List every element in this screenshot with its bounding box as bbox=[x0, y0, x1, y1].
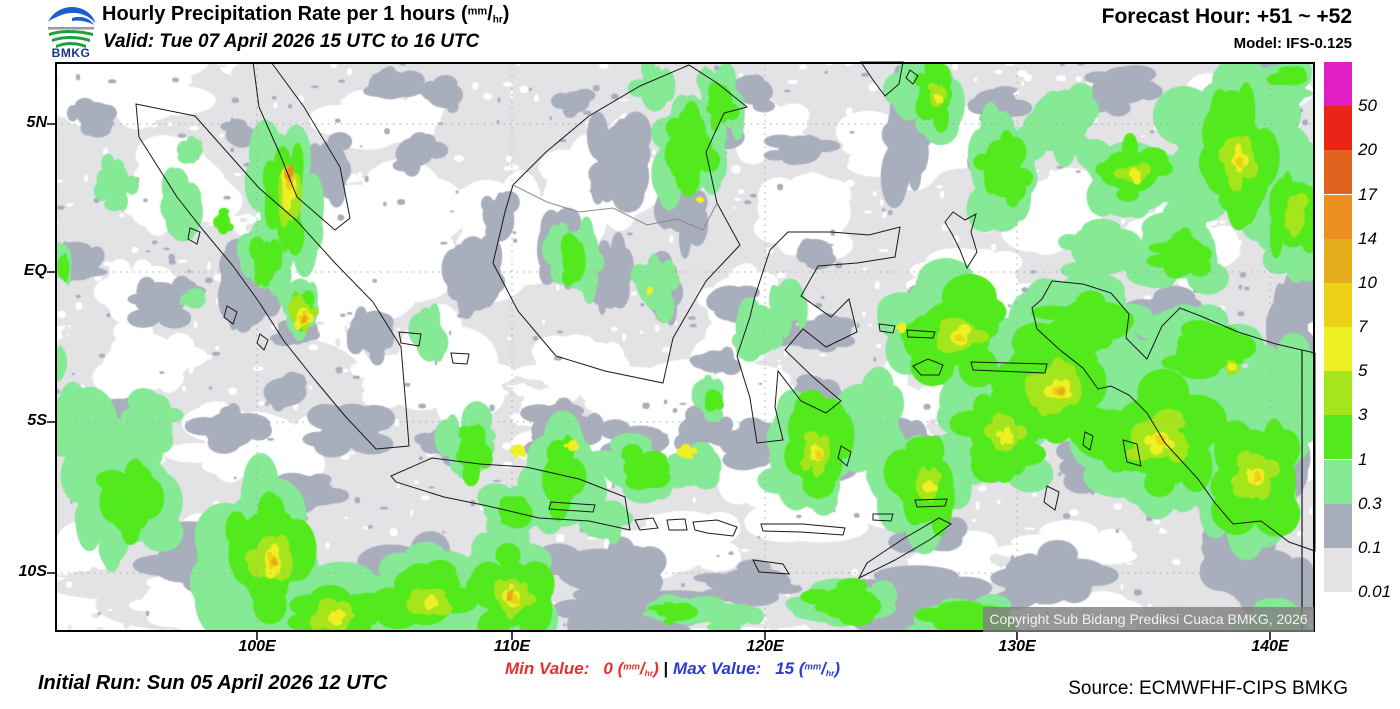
colorbar-label: 3 bbox=[1358, 405, 1368, 425]
coastline bbox=[252, 61, 351, 231]
coastline bbox=[736, 226, 901, 444]
colorbar-segment bbox=[1324, 238, 1352, 283]
colorbar-segment bbox=[1324, 371, 1352, 416]
coastline bbox=[905, 69, 919, 85]
max-value-unit: (mm/hr) bbox=[798, 659, 841, 679]
valid-subtitle: Valid: Tue 07 April 2026 15 UTC to 16 UT… bbox=[103, 31, 480, 52]
colorbar-segment bbox=[1324, 327, 1352, 372]
coastline bbox=[1043, 485, 1060, 511]
min-value: 0 bbox=[603, 659, 613, 678]
colorbar-label: 50 bbox=[1358, 96, 1377, 116]
coastline bbox=[450, 352, 470, 365]
colorbar bbox=[1324, 62, 1352, 592]
colorbar-label: 7 bbox=[1358, 317, 1368, 336]
colorbar-segment bbox=[1324, 62, 1352, 107]
colorbar-segment bbox=[1324, 459, 1352, 504]
coastline bbox=[666, 518, 688, 531]
unit-denominator: hr bbox=[492, 14, 503, 26]
coastline bbox=[760, 523, 846, 536]
coastline bbox=[912, 358, 944, 376]
coastline bbox=[223, 305, 238, 325]
colorbar-label: 0.1 bbox=[1358, 537, 1382, 557]
lon-label: 120E bbox=[746, 638, 784, 655]
colorbar-label: 0.3 bbox=[1358, 493, 1382, 513]
lon-label: 130E bbox=[998, 638, 1036, 655]
colorbar-label: 0.01 bbox=[1358, 582, 1392, 601]
coastline bbox=[914, 498, 948, 508]
coastline bbox=[878, 323, 896, 334]
max-value-group: Max Value: 15 (mm/hr) bbox=[673, 659, 840, 678]
colorbar-label: 10 bbox=[1358, 272, 1377, 292]
colorbar-label: 5 bbox=[1358, 361, 1368, 381]
map-panel bbox=[47, 61, 1316, 640]
colorbar-segment bbox=[1324, 282, 1352, 327]
colorbar-segment bbox=[1324, 194, 1352, 239]
coastline bbox=[692, 519, 738, 537]
coastline bbox=[1031, 280, 1316, 552]
colorbar-label: 14 bbox=[1358, 228, 1377, 248]
colorbar-label: 1 bbox=[1358, 449, 1368, 469]
colorbar-segment bbox=[1324, 503, 1352, 548]
lon-label: 110E bbox=[493, 638, 531, 655]
coastline bbox=[1082, 431, 1094, 451]
map-frame bbox=[55, 62, 1315, 632]
coastline bbox=[1122, 439, 1142, 467]
coastline bbox=[135, 103, 410, 450]
max-value: 15 bbox=[775, 659, 795, 678]
bmkg-logo-mark bbox=[48, 6, 95, 48]
coastline bbox=[187, 227, 201, 245]
coastline bbox=[837, 445, 852, 467]
bmkg-logo: BMKG bbox=[42, 2, 100, 60]
coastline bbox=[398, 331, 422, 347]
coastline bbox=[857, 517, 952, 580]
min-value-group: Min Value: 0 (mm/hr) bbox=[505, 659, 659, 678]
title-text: Hourly Precipitation Rate per 1 hours bbox=[102, 3, 461, 25]
colorbar-segment bbox=[1324, 415, 1352, 460]
lat-label: EQ bbox=[23, 262, 47, 279]
value-separator: | bbox=[663, 659, 669, 678]
lat-label: 5S bbox=[27, 412, 47, 429]
coastline bbox=[492, 64, 749, 384]
unit-numerator: mm bbox=[467, 5, 488, 18]
map-overlay-svg bbox=[47, 61, 1316, 640]
coastline bbox=[970, 361, 1048, 374]
forecast-hour-label: Forecast Hour: +51 ~ +52 bbox=[1101, 5, 1352, 28]
max-value-label: Max Value: bbox=[673, 659, 762, 678]
coastline bbox=[548, 501, 596, 513]
coastline bbox=[256, 333, 269, 351]
colorbar-segment bbox=[1324, 150, 1352, 195]
country-border bbox=[512, 184, 718, 231]
model-label: Model: IFS-0.125 bbox=[1233, 35, 1352, 52]
colorbar-segment bbox=[1324, 106, 1352, 151]
coastline bbox=[872, 513, 894, 522]
colorbar-label: 17 bbox=[1358, 184, 1377, 204]
coastline bbox=[752, 559, 790, 575]
coastline bbox=[860, 61, 904, 97]
lon-label: 140E bbox=[1251, 638, 1289, 655]
min-value-label: Min Value: bbox=[505, 659, 590, 678]
lon-label: 100E bbox=[238, 638, 276, 655]
source-label: Source: ECMWFHF-CIPS BMKG bbox=[1068, 678, 1348, 699]
coastline bbox=[634, 517, 659, 531]
coastline bbox=[390, 457, 631, 531]
lat-label: 5N bbox=[26, 114, 47, 131]
colorbar-label: 20 bbox=[1358, 140, 1377, 160]
lat-label: 10S bbox=[18, 563, 47, 580]
min-value-unit: (mm/hr) bbox=[617, 659, 659, 679]
title-unit: (mm/hr) bbox=[460, 3, 510, 26]
colorbar-segment bbox=[1324, 547, 1352, 592]
coastline bbox=[906, 329, 936, 339]
minmax-line: Min Value: 0 (mm/hr) | Max Value: 15 (mm/h… bbox=[505, 659, 840, 679]
coastline bbox=[944, 211, 978, 270]
copyright-watermark: Copyright Sub Bidang Prediksi Cuaca BMKG… bbox=[983, 607, 1314, 632]
initial-run-label: Initial Run: Sun 05 April 2026 12 UTC bbox=[38, 672, 388, 694]
bmkg-logo-text: BMKG bbox=[51, 46, 91, 60]
page-title: Hourly Precipitation Rate per 1 hours (m… bbox=[102, 3, 509, 26]
